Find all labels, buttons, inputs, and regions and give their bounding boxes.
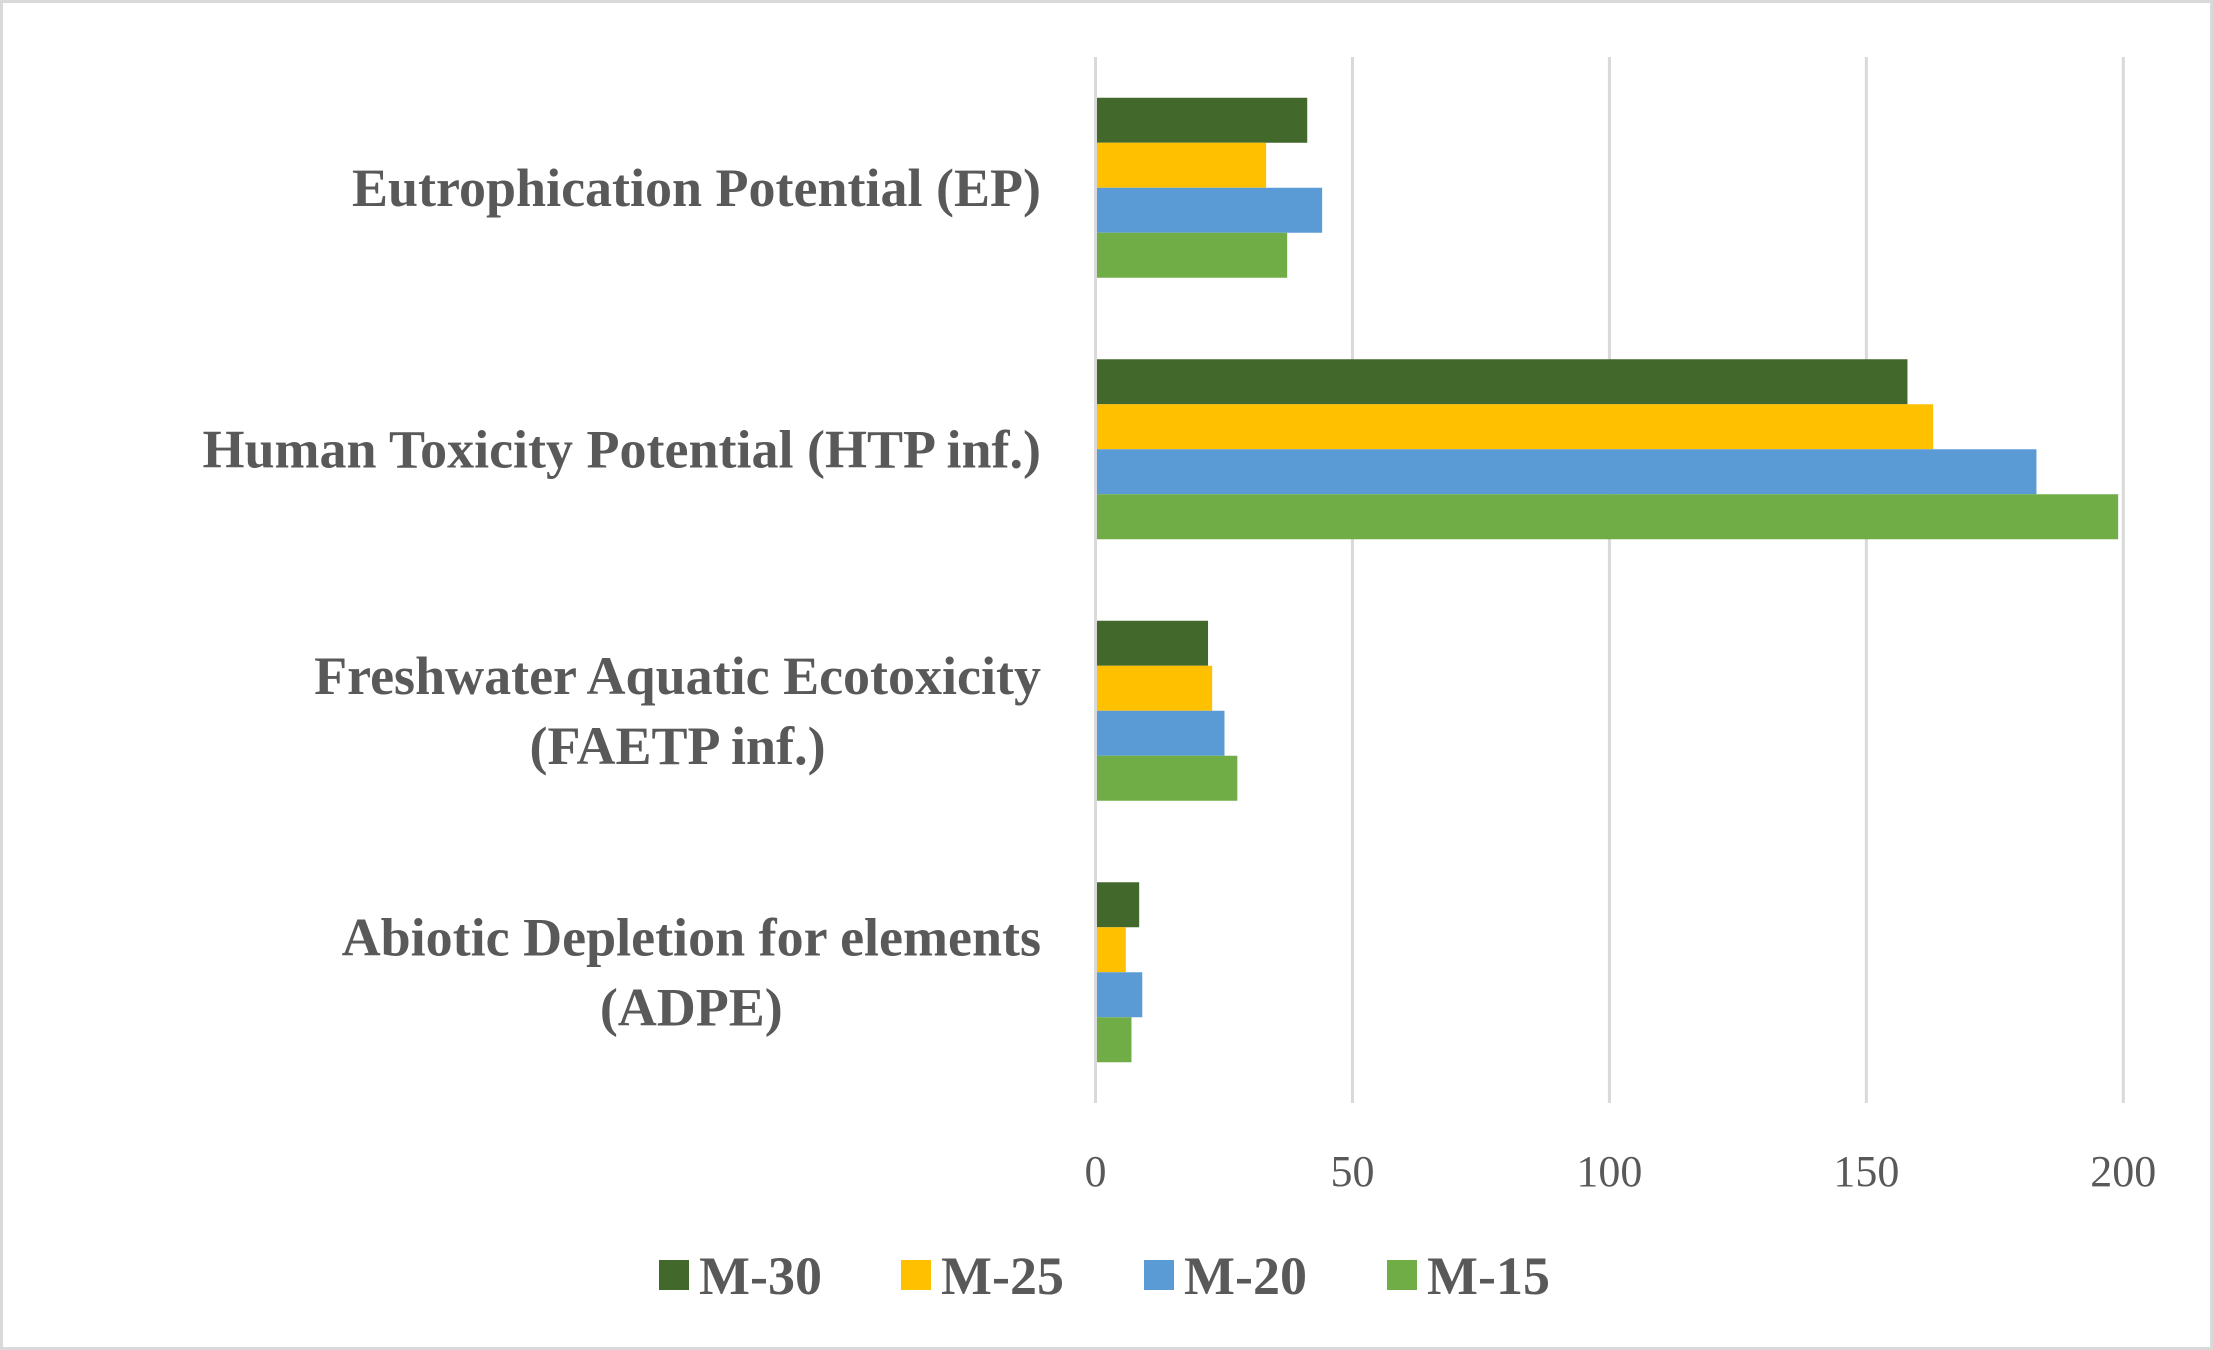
bar-m-15: [1097, 232, 1288, 278]
legend-swatch: [1144, 1260, 1174, 1290]
bar-m-15: [1097, 755, 1238, 801]
bar-m-25: [1097, 665, 1213, 711]
bar-m-15: [1097, 494, 2119, 540]
x-tick-label: 100: [1576, 1147, 1642, 1196]
bars: [1097, 97, 2119, 1063]
bar-m-30: [1097, 97, 1308, 143]
x-tick-label: 200: [2090, 1147, 2156, 1196]
chart-svg: Eutrophication Potential (EP) Human Toxic…: [202, 57, 2157, 1306]
x-tick-label: 50: [1330, 1147, 1374, 1196]
bar-m-25: [1097, 142, 1267, 188]
bar-m-20: [1097, 187, 1323, 233]
x-axis-tick-labels: 0 50 100 150 200: [1085, 1147, 2157, 1196]
legend-swatch: [659, 1260, 689, 1290]
bar-m-20: [1097, 449, 2037, 495]
category-labels: Eutrophication Potential (EP) Human Toxic…: [202, 158, 1041, 1038]
category-label: (FAETP inf.): [530, 716, 826, 776]
bar-m-15: [1097, 1017, 1132, 1063]
legend-label: M-25: [941, 1246, 1064, 1306]
legend-label: M-30: [699, 1246, 822, 1306]
category-label: Abiotic Depletion for elements: [342, 907, 1041, 967]
legend-item-m-25: M-25: [901, 1246, 1064, 1306]
legend-item-m-15: M-15: [1387, 1246, 1550, 1306]
legend: M-30 M-25 M-20 M-15: [659, 1246, 1550, 1306]
legend-swatch: [901, 1260, 931, 1290]
legend-swatch: [1387, 1260, 1417, 1290]
bar-m-30: [1097, 882, 1140, 928]
legend-label: M-20: [1184, 1246, 1307, 1306]
x-tick-label: 0: [1085, 1147, 1107, 1196]
category-label: Freshwater Aquatic Ecotoxicity: [314, 646, 1041, 706]
category-label: Human Toxicity Potential (HTP inf.): [202, 419, 1041, 479]
category-label: (ADPE): [600, 977, 783, 1037]
bar-m-25: [1097, 404, 1934, 450]
bar-m-25: [1097, 927, 1126, 973]
legend-label: M-15: [1427, 1246, 1550, 1306]
bar-m-30: [1097, 620, 1209, 666]
bar-m-30: [1097, 359, 1908, 405]
category-label: Eutrophication Potential (EP): [352, 158, 1041, 218]
legend-item-m-30: M-30: [659, 1246, 822, 1306]
x-tick-label: 150: [1833, 1147, 1899, 1196]
bar-m-20: [1097, 710, 1225, 756]
gridlines: [1094, 57, 2125, 1103]
legend-item-m-20: M-20: [1144, 1246, 1307, 1306]
bar-m-20: [1097, 972, 1143, 1018]
